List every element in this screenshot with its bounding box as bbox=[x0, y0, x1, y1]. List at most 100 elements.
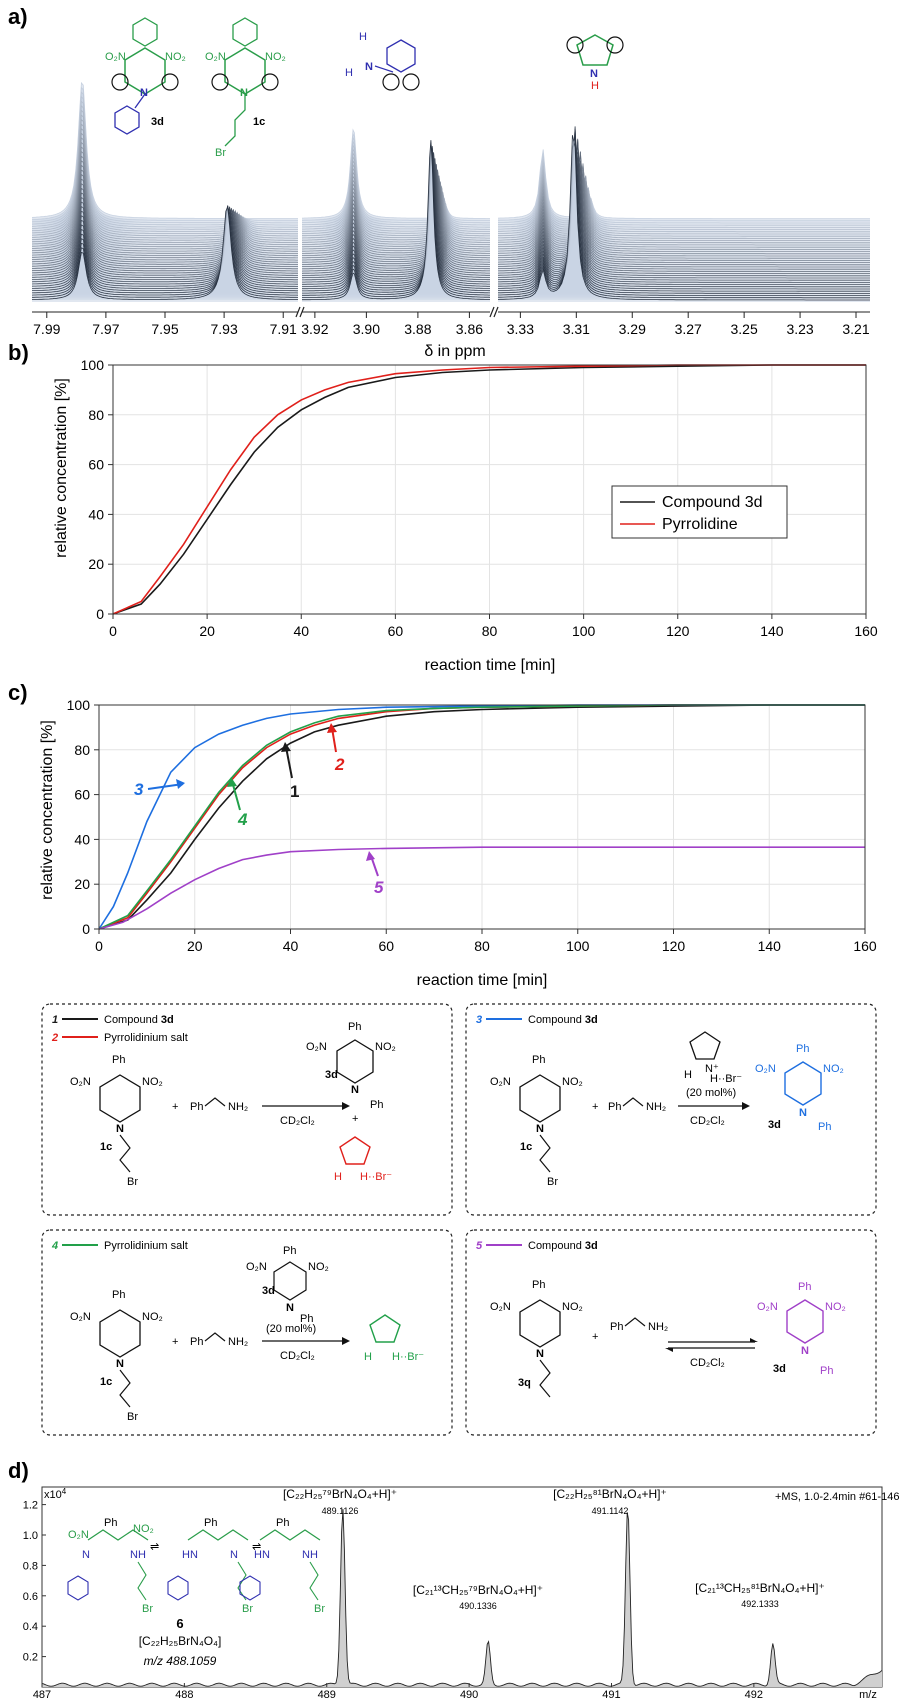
box3-start-label: 1c bbox=[100, 1376, 112, 1388]
ms-xtick-label: 491 bbox=[602, 1689, 620, 1700]
b-ytick-label: 0 bbox=[96, 606, 104, 622]
b-ytick-label: 60 bbox=[88, 457, 104, 473]
b-ylabel: relative concentration [%] bbox=[53, 378, 70, 558]
nmr-trace-line bbox=[301, 166, 491, 270]
annot-4: 4 bbox=[237, 810, 248, 829]
nmr-traces bbox=[31, 81, 870, 302]
nmr-trace-line bbox=[498, 176, 870, 241]
b-xtick-label: 20 bbox=[199, 623, 215, 639]
svg-text:H··Br⁻: H··Br⁻ bbox=[710, 1073, 742, 1085]
nmr-trace-fill bbox=[498, 149, 870, 221]
scheme-box-4: 5 Compound 3d Ph O₂N NO₂ N 3q + Ph NH₂ C… bbox=[465, 1229, 877, 1436]
nmr-trace-line bbox=[497, 151, 870, 270]
legend-pyrrolidine: Pyrrolidine bbox=[662, 516, 738, 533]
svg-text:Br: Br bbox=[142, 1603, 153, 1615]
svg-text:+: + bbox=[592, 1331, 598, 1343]
svg-text:Br: Br bbox=[127, 1411, 138, 1423]
svg-text:O₂N: O₂N bbox=[105, 51, 126, 63]
svg-text:+: + bbox=[592, 1101, 598, 1113]
nmr-trace-line bbox=[32, 182, 298, 267]
nmr-trace-line bbox=[302, 146, 490, 294]
svg-text:NH₂: NH₂ bbox=[648, 1321, 668, 1333]
c-annotations: 3 4 1 2 5 bbox=[134, 723, 384, 897]
nmr-trace-line bbox=[498, 172, 870, 235]
svg-text:Ph: Ph bbox=[370, 1099, 383, 1111]
svg-text:NO₂: NO₂ bbox=[562, 1076, 583, 1088]
nmr-waterfall-panel: 7.99 7.97 7.95 7.93 7.91 3.92 3.90 3.88 3.86 3.33… bbox=[31, 17, 870, 360]
nmr-trace-line bbox=[498, 175, 870, 237]
c-series-4-line bbox=[98, 704, 865, 930]
c-xtick-label: 140 bbox=[758, 938, 782, 954]
svg-text:Br: Br bbox=[127, 1176, 138, 1188]
box3-key-text: Pyrrolidinium salt bbox=[104, 1240, 188, 1252]
nmr-trace-line bbox=[498, 146, 870, 288]
ms-ytick-label: 0.2 bbox=[23, 1652, 38, 1664]
nmr-trace-line bbox=[32, 206, 299, 300]
svg-text:N: N bbox=[799, 1107, 807, 1119]
nmr-tick-label: 7.91 bbox=[270, 321, 297, 337]
svg-text:Ph: Ph bbox=[532, 1054, 545, 1066]
c-xtick-label: 40 bbox=[283, 938, 299, 954]
b-legend: Compound 3d Pyrrolidine bbox=[611, 485, 788, 539]
nmr-trace-line bbox=[302, 147, 490, 230]
nmr-tick-label: 3.90 bbox=[353, 321, 380, 337]
nmr-trace-line bbox=[498, 128, 870, 292]
box1-solvent: CD₂Cl₂ bbox=[280, 1115, 315, 1127]
svg-text:NH₂: NH₂ bbox=[228, 1101, 248, 1113]
svg-text:O₂N: O₂N bbox=[757, 1301, 778, 1313]
nmr-tick-label: 7.99 bbox=[33, 321, 60, 337]
svg-text:NO₂: NO₂ bbox=[825, 1301, 846, 1313]
svg-text:O₂N: O₂N bbox=[70, 1076, 91, 1088]
svg-text:+: + bbox=[172, 1336, 178, 1348]
svg-text:Ph: Ph bbox=[190, 1101, 203, 1113]
svg-text:N: N bbox=[240, 87, 248, 99]
svg-text:Br: Br bbox=[547, 1176, 558, 1188]
nmr-trace-line bbox=[497, 175, 870, 244]
nmr-trace-fill bbox=[32, 206, 298, 302]
box3-solvent: CD₂Cl₂ bbox=[280, 1350, 315, 1362]
ms-multiplier: x104 bbox=[44, 1487, 67, 1501]
svg-text:N: N bbox=[536, 1123, 544, 1135]
c-ytick-label: 20 bbox=[74, 876, 90, 892]
c-xtick-label: 80 bbox=[474, 938, 490, 954]
nmr-trace-line bbox=[302, 175, 490, 246]
annot-3: 3 bbox=[134, 780, 144, 799]
svg-text:N: N bbox=[590, 68, 598, 80]
nmr-trace-line bbox=[31, 173, 299, 263]
panel-label-d: d) bbox=[8, 1458, 29, 1483]
box4-key-num: 5 bbox=[476, 1240, 483, 1252]
svg-text:Ph: Ph bbox=[190, 1336, 203, 1348]
nmr-trace-line bbox=[32, 208, 298, 281]
svg-text:N: N bbox=[116, 1123, 124, 1135]
nmr-axis-break bbox=[295, 306, 301, 318]
nmr-trace-line bbox=[31, 201, 298, 276]
nmr-trace-line bbox=[497, 154, 870, 266]
b-ytick-label: 20 bbox=[88, 556, 104, 572]
nmr-trace-line bbox=[31, 192, 298, 272]
nmr-tick-label: 3.27 bbox=[675, 321, 702, 337]
svg-text:⇌: ⇌ bbox=[150, 1541, 159, 1553]
nmr-tick-label: 3.21 bbox=[842, 321, 869, 337]
b-ytick-label: 40 bbox=[88, 506, 104, 522]
nmr-trace-line bbox=[31, 206, 299, 296]
svg-text:H: H bbox=[591, 80, 599, 92]
nmr-tick-label: 7.93 bbox=[210, 321, 237, 337]
b-xtick-label: 40 bbox=[293, 623, 309, 639]
svg-text:H: H bbox=[364, 1351, 372, 1363]
b-xtick-label: 120 bbox=[666, 623, 690, 639]
nmr-trace-line bbox=[498, 178, 870, 239]
svg-text:+: + bbox=[352, 1113, 358, 1125]
nmr-trace-line bbox=[302, 176, 490, 261]
svg-text:Compound 3d: Compound 3d bbox=[528, 1240, 598, 1252]
nmr-trace-line bbox=[302, 171, 490, 263]
nmr-trace-line bbox=[497, 152, 870, 222]
nmr-trace-line bbox=[498, 136, 870, 299]
structure-1c: O₂N NO₂ N 1c Br bbox=[205, 17, 286, 159]
svg-text:O₂N: O₂N bbox=[490, 1301, 511, 1313]
nmr-trace-line bbox=[497, 148, 870, 277]
nmr-trace-line bbox=[498, 159, 870, 226]
c-xtick-label: 60 bbox=[378, 938, 394, 954]
svg-text:Ph: Ph bbox=[820, 1365, 833, 1377]
b-xtick-label: 0 bbox=[109, 623, 117, 639]
